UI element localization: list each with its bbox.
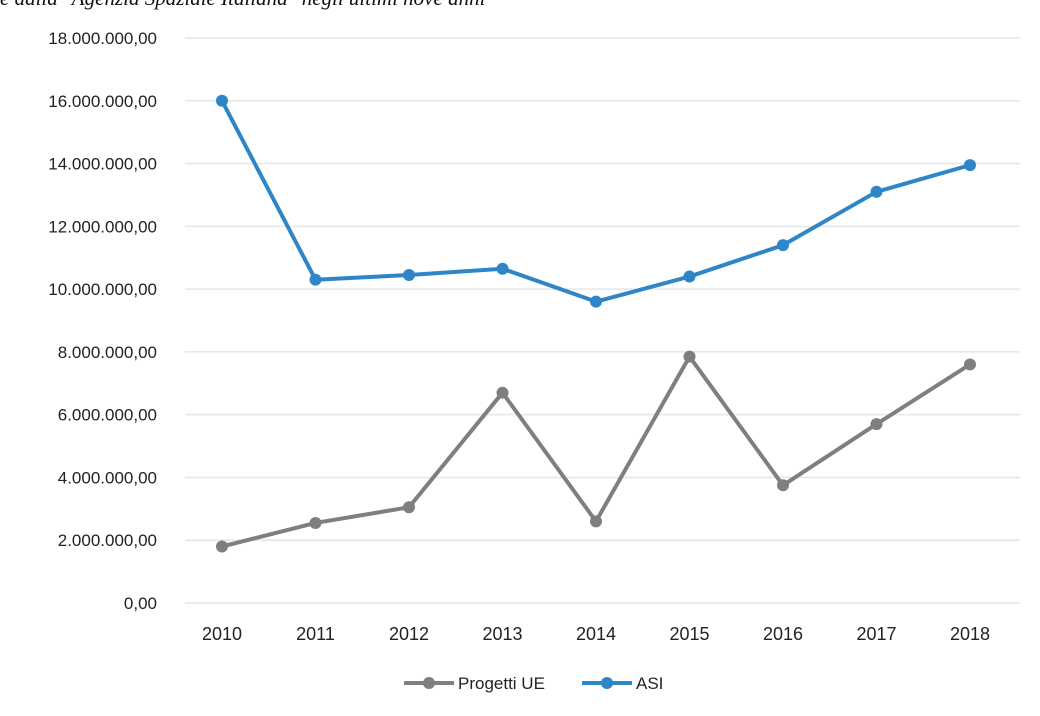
data-point-asi xyxy=(309,273,322,286)
data-point-asi xyxy=(683,270,696,283)
y-axis-tick-labels: 0,00 2.000.000,00 4.000.000,00 6.000.000,00… xyxy=(48,29,157,613)
y-tick-label: 16.000.000,00 xyxy=(48,92,157,111)
y-tick-label: 0,00 xyxy=(124,594,157,613)
gridlines xyxy=(185,37,1020,604)
x-tick-label: 2014 xyxy=(576,624,616,644)
data-point-progetti-ue xyxy=(870,418,883,431)
data-point-progetti-ue xyxy=(590,515,602,528)
y-tick-label: 12.000.000,00 xyxy=(48,217,157,236)
data-point-asi xyxy=(216,94,228,107)
x-axis-tick-labels: 2010 2011 2012 2013 2014 2015 2016 2017 2018 xyxy=(202,624,990,644)
data-point-asi xyxy=(590,295,602,308)
page-caption: e dalla "Agenzia Spaziale Italiana" negl… xyxy=(0,0,1040,11)
x-tick-label: 2011 xyxy=(296,624,335,644)
data-point-progetti-ue xyxy=(216,540,228,553)
data-point-progetti-ue xyxy=(777,479,789,492)
series-lines xyxy=(216,94,976,553)
series-line-asi xyxy=(220,98,972,304)
x-tick-label: 2010 xyxy=(202,624,242,644)
data-point-asi xyxy=(870,185,883,198)
y-tick-label: 18.000.000,00 xyxy=(48,29,157,48)
data-point-asi xyxy=(403,268,415,281)
legend-item-asi: ASI xyxy=(582,674,663,693)
data-point-asi xyxy=(496,262,509,275)
x-tick-label: 2018 xyxy=(950,624,990,644)
legend-marker xyxy=(423,677,435,689)
x-tick-label: 2017 xyxy=(856,624,896,644)
x-tick-label: 2015 xyxy=(669,624,709,644)
y-tick-label: 10.000.000,00 xyxy=(48,280,157,299)
legend-item-progetti-ue: Progetti UE xyxy=(404,674,545,693)
series-progetti-ue xyxy=(216,350,976,553)
legend-marker xyxy=(601,677,613,689)
legend: Progetti UE ASI xyxy=(404,674,663,693)
legend-label: Progetti UE xyxy=(458,674,545,693)
y-tick-label: 14.000.000,00 xyxy=(48,155,157,174)
x-tick-label: 2016 xyxy=(763,624,803,644)
data-point-progetti-ue xyxy=(964,358,976,371)
data-point-asi xyxy=(777,239,789,252)
data-point-progetti-ue xyxy=(683,350,696,363)
data-point-progetti-ue xyxy=(403,501,415,514)
y-tick-label: 8.000.000,00 xyxy=(58,343,157,362)
x-tick-label: 2013 xyxy=(482,624,522,644)
data-point-asi xyxy=(964,159,976,172)
y-tick-label: 4.000.000,00 xyxy=(58,468,157,487)
data-point-progetti-ue xyxy=(309,516,322,529)
series-asi xyxy=(216,94,976,308)
data-point-progetti-ue xyxy=(496,386,509,399)
y-tick-label: 2.000.000,00 xyxy=(58,531,157,550)
legend-label: ASI xyxy=(636,674,663,693)
x-tick-label: 2012 xyxy=(389,624,429,644)
y-tick-label: 6.000.000,00 xyxy=(58,406,157,425)
